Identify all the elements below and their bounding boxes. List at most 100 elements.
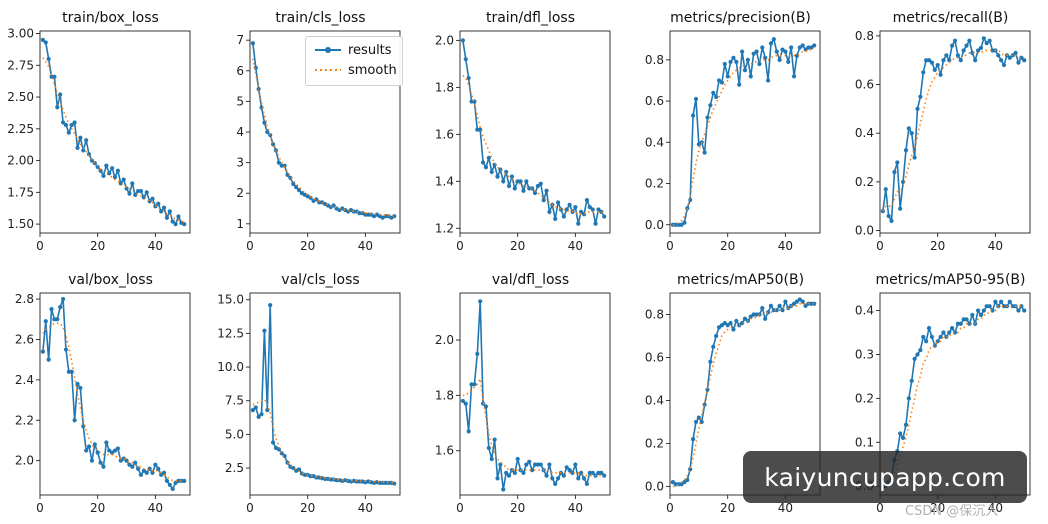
results-point <box>144 190 149 195</box>
results-point <box>1016 60 1021 65</box>
results-point <box>912 155 917 160</box>
y-tick-label: 1.8 <box>435 388 454 402</box>
results-point <box>728 59 733 65</box>
plot-frame <box>39 30 191 234</box>
results-point <box>573 462 578 467</box>
results-point <box>182 222 187 227</box>
results-point <box>501 487 506 492</box>
results-point <box>259 412 264 417</box>
results-point <box>987 304 992 309</box>
results-point <box>256 87 261 92</box>
results-point <box>112 175 118 180</box>
y-tick-label: 15.0 <box>217 293 244 307</box>
results-point <box>256 414 261 419</box>
results-point <box>690 113 696 118</box>
y-tick-label: 0.4 <box>645 135 664 149</box>
results-point <box>950 326 955 331</box>
x-tick-label: 40 <box>148 501 163 515</box>
chart-svg: 0 20 40 0.0 0.2 0.4 0.6 0.8 <box>855 29 1031 253</box>
results-point <box>760 45 765 50</box>
y-tick-label: 7.5 <box>225 394 244 408</box>
results-point <box>702 150 707 155</box>
results-point <box>512 470 517 475</box>
results-point <box>276 160 281 165</box>
results-point <box>173 222 178 227</box>
results-point <box>60 296 66 302</box>
results-point <box>262 328 267 333</box>
results-point <box>754 49 759 54</box>
results-point <box>561 214 566 219</box>
results-point <box>987 38 992 43</box>
results-point <box>742 68 748 73</box>
results-point <box>43 40 48 45</box>
results-point <box>947 330 952 335</box>
results-point <box>593 221 598 226</box>
results-point <box>43 319 48 324</box>
results-point <box>587 470 592 475</box>
results-point <box>182 478 187 483</box>
results-point <box>130 181 135 186</box>
y-tick-label: 2 <box>236 186 244 200</box>
results-point <box>104 163 109 168</box>
x-tick-label: 0 <box>666 501 674 515</box>
results-point <box>921 70 926 75</box>
results-point <box>81 148 86 153</box>
plot-frame <box>39 292 191 496</box>
x-tick-label: 40 <box>778 501 793 515</box>
results-point <box>809 301 814 306</box>
results-point <box>1001 62 1007 68</box>
y-tick-label: 2.0 <box>435 333 454 347</box>
results-point <box>75 145 80 150</box>
y-tick-label: 0.2 <box>645 177 664 191</box>
results-point <box>334 478 339 483</box>
results-point <box>978 45 984 51</box>
results-point <box>535 183 540 189</box>
results-point <box>279 163 284 168</box>
x-tick-label: 40 <box>358 239 373 253</box>
results-point <box>990 308 995 313</box>
results-point <box>66 130 71 135</box>
smooth-line <box>672 302 815 488</box>
results-point <box>69 122 74 128</box>
plot-frame <box>459 292 611 496</box>
results-point <box>164 478 170 483</box>
x-tick-label: 0 <box>666 239 674 253</box>
y-tick-label: 2.25 <box>7 122 34 136</box>
y-tick-label: 2.8 <box>15 292 34 306</box>
results-point <box>950 43 955 48</box>
results-point <box>918 94 923 99</box>
y-tick-label: 2.2 <box>15 413 34 427</box>
results-point <box>576 221 581 226</box>
chart-panel: 0 20 40 2.0 2.2 2.4 2.6 2.8 val/box_loss <box>0 262 210 524</box>
results-point <box>138 472 144 477</box>
x-tick-label: 0 <box>456 239 464 253</box>
results-point <box>941 58 946 63</box>
smooth-line <box>42 322 185 482</box>
results-point <box>92 161 97 166</box>
x-tick-label: 0 <box>36 501 44 515</box>
results-point <box>892 170 897 175</box>
results-point <box>544 188 549 193</box>
results-point <box>478 299 483 304</box>
results-point <box>40 349 45 354</box>
results-point <box>731 327 736 332</box>
results-point <box>547 462 552 467</box>
results-point <box>296 467 302 472</box>
chart-svg: 0 20 40 2.0 2.2 2.4 2.6 2.8 <box>15 292 191 515</box>
results-point <box>1019 55 1024 60</box>
chart-svg: 0 20 40 2.5 5.0 7.5 10.0 12.5 15.0 <box>217 292 401 515</box>
smooth-line <box>462 75 605 216</box>
results-point <box>463 401 468 406</box>
results-point <box>130 464 135 469</box>
results-point <box>101 173 106 178</box>
y-tick-label: 0.4 <box>645 393 664 407</box>
results-point <box>734 59 739 65</box>
chart-title: metrics/precision(B) <box>670 10 811 26</box>
chart-title: train/dfl_loss <box>485 10 576 26</box>
results-point <box>763 55 768 60</box>
y-tick-label: 12.5 <box>217 326 244 340</box>
results-point <box>515 456 520 462</box>
results-point <box>812 301 817 306</box>
results-point <box>366 212 371 217</box>
results-point <box>590 470 595 475</box>
